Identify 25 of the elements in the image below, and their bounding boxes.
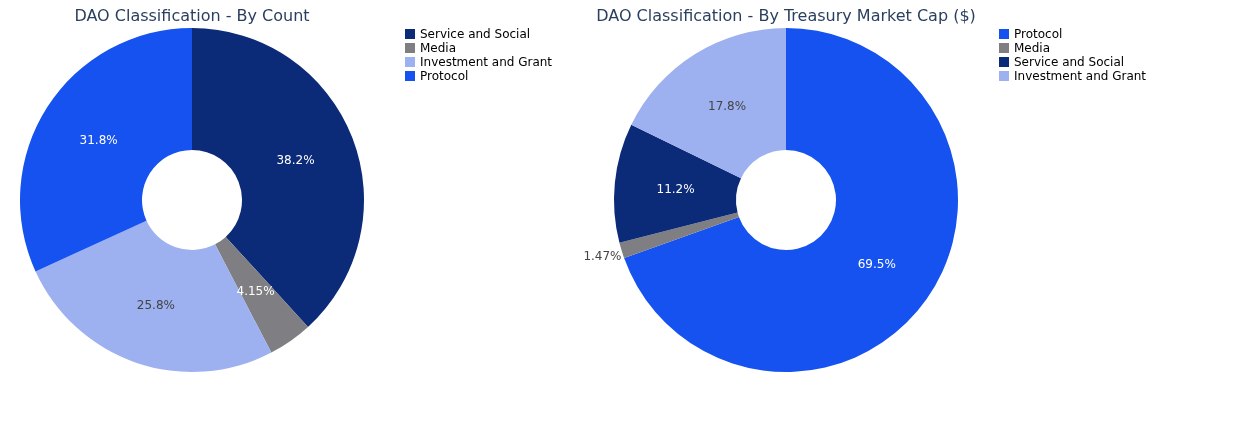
legend-label: Investment and Grant bbox=[420, 55, 553, 69]
data-label: 31.8% bbox=[79, 132, 118, 147]
data-label: 69.5% bbox=[857, 256, 896, 271]
donut-slice bbox=[35, 220, 272, 372]
chart-title: DAO Classification - By Count bbox=[74, 6, 310, 25]
donut-slice bbox=[215, 236, 309, 353]
data-label: 11.2% bbox=[656, 181, 695, 196]
legend-label: Media bbox=[1014, 41, 1051, 55]
donut-slice bbox=[624, 28, 958, 372]
donut-slice bbox=[614, 124, 742, 243]
data-label: 25.8% bbox=[136, 297, 175, 312]
legend-label: Protocol bbox=[1014, 27, 1063, 41]
donut-slice bbox=[192, 28, 364, 327]
data-label: 38.2% bbox=[276, 152, 315, 167]
legend-label: Investment and Grant bbox=[1014, 69, 1147, 83]
data-label: 1.47% bbox=[583, 249, 622, 264]
legend-label: Protocol bbox=[420, 69, 469, 83]
legend-label: Service and Social bbox=[420, 27, 531, 41]
donut-slice bbox=[619, 212, 739, 259]
legend-label: Service and Social bbox=[1014, 55, 1125, 69]
chart-title: DAO Classification - By Treasury Market Cap ($) bbox=[596, 6, 976, 25]
donut-slice bbox=[631, 28, 786, 179]
data-label: 17.8% bbox=[708, 98, 747, 113]
legend-label: Media bbox=[420, 41, 457, 55]
donut-slice bbox=[20, 28, 192, 272]
